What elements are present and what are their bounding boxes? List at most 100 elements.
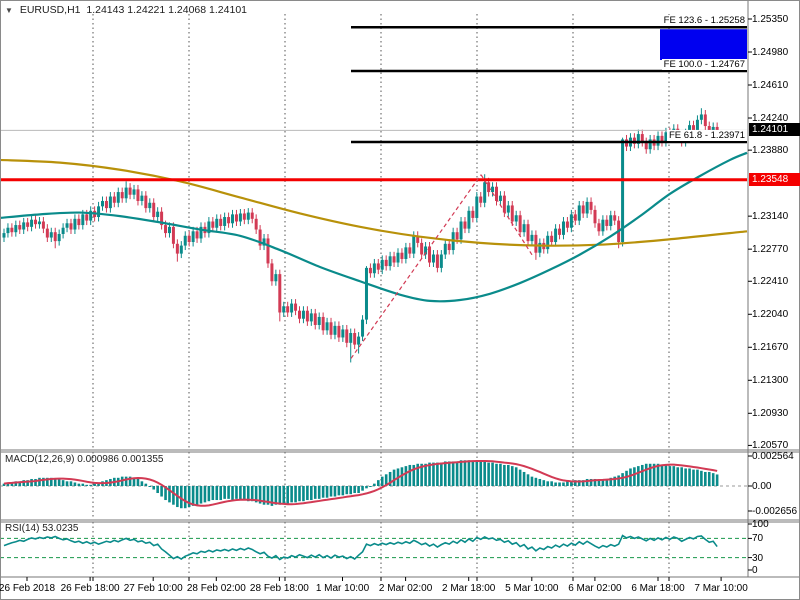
macd-histogram-bar bbox=[85, 484, 89, 486]
candle-body bbox=[238, 213, 242, 222]
candle-body bbox=[207, 221, 211, 234]
date-axis-label: 6 Mar 02:00 bbox=[568, 583, 622, 594]
candle-body bbox=[313, 313, 317, 325]
rsi-line[interactable] bbox=[3, 534, 718, 561]
candle-body bbox=[581, 205, 585, 214]
macd-histogram-bar bbox=[195, 486, 199, 505]
macd-histogram-bar bbox=[676, 467, 680, 486]
macd-histogram-bar bbox=[617, 475, 620, 486]
macd-histogram-bar bbox=[341, 486, 345, 496]
macd-histogram-bar bbox=[625, 470, 628, 486]
macd-histogram-bar bbox=[22, 480, 25, 486]
macd-histogram-bar bbox=[593, 478, 597, 486]
macd-histogram-bar bbox=[495, 463, 498, 486]
candle-body bbox=[585, 201, 589, 214]
macd-histogram-bar bbox=[711, 473, 715, 486]
candle-body bbox=[514, 215, 518, 222]
candle-body bbox=[160, 211, 164, 226]
macd-histogram-bar bbox=[479, 461, 483, 486]
candle-body bbox=[554, 228, 558, 243]
ma-slow-line[interactable] bbox=[0, 158, 748, 247]
macd-histogram-bar bbox=[609, 477, 613, 486]
fibo-label-100-0[interactable]: FE 100.0 - 1.24767 bbox=[661, 59, 747, 70]
macd-title-text: MACD(12,26,9) bbox=[5, 454, 75, 465]
bid-price-badge: 1.24101 bbox=[749, 123, 800, 137]
macd-histogram-bar bbox=[499, 463, 502, 486]
date-axis-label: 6 Mar 18:00 bbox=[631, 583, 685, 594]
fibo-trend-dashed bbox=[480, 174, 533, 256]
candle-body bbox=[231, 214, 235, 224]
macd-histogram-bar bbox=[349, 486, 353, 495]
candle-body bbox=[85, 214, 89, 221]
hline-price-badge: 1.23548 bbox=[749, 172, 800, 186]
candle-body bbox=[337, 325, 341, 338]
candle-body bbox=[286, 306, 290, 313]
candle-body bbox=[605, 219, 609, 226]
candle-body bbox=[455, 232, 459, 240]
candle-body bbox=[345, 329, 349, 343]
macd-histogram-bar bbox=[392, 469, 396, 486]
macd-histogram-bar bbox=[522, 471, 526, 486]
candle-body bbox=[640, 134, 644, 143]
candle-body bbox=[349, 333, 353, 343]
candle-body bbox=[219, 218, 223, 226]
candle-body bbox=[459, 221, 463, 240]
candle-body bbox=[558, 228, 562, 235]
candle-body bbox=[447, 243, 451, 251]
macd-histogram-bar bbox=[140, 481, 144, 486]
macd-signal-line[interactable] bbox=[3, 460, 718, 507]
fibo-label-61-8[interactable]: FE 61.8 - 1.23971 bbox=[666, 130, 747, 141]
macd-histogram-bar bbox=[313, 486, 317, 499]
macd-histogram-bar bbox=[42, 477, 45, 486]
fibo-target-box[interactable] bbox=[660, 29, 747, 61]
candle-body bbox=[309, 313, 313, 322]
macd-histogram-bar bbox=[207, 486, 211, 502]
macd-histogram-bar bbox=[471, 461, 475, 486]
price-axis-label: 1.23880 bbox=[752, 145, 789, 157]
macd-histogram-bar bbox=[704, 471, 707, 486]
candle-body bbox=[573, 214, 577, 221]
macd-histogram-bar bbox=[629, 468, 632, 486]
candle-body bbox=[361, 319, 365, 337]
macd-histogram-bar bbox=[49, 477, 53, 486]
candle-body bbox=[211, 221, 215, 228]
fibo-label-123-6[interactable]: FE 123.6 - 1.25258 bbox=[661, 15, 747, 27]
macd-histogram-bar bbox=[353, 486, 356, 494]
macd-histogram-bar bbox=[680, 467, 683, 486]
candle-body bbox=[435, 254, 439, 268]
candle-body bbox=[14, 225, 18, 233]
macd-histogram-bar bbox=[668, 466, 672, 486]
macd-histogram-bar bbox=[672, 466, 676, 486]
candle-body bbox=[601, 219, 605, 232]
candle-body bbox=[305, 310, 309, 322]
macd-histogram-bar bbox=[53, 478, 57, 486]
macd-histogram-bar bbox=[475, 461, 479, 486]
macd-axis-label: 0.002564 bbox=[752, 451, 794, 462]
macd-histogram-bar bbox=[463, 460, 467, 486]
candle-body bbox=[10, 227, 14, 233]
macd-histogram-bar bbox=[89, 484, 92, 486]
candle-body bbox=[396, 252, 400, 263]
macd-histogram-bar bbox=[408, 464, 412, 486]
candle-body bbox=[380, 259, 384, 270]
macd-histogram-bar bbox=[246, 486, 250, 502]
candle-body bbox=[258, 229, 262, 246]
macd-histogram-bar bbox=[254, 486, 258, 503]
macd-histogram-bar bbox=[656, 463, 660, 486]
ma-fast-line[interactable] bbox=[0, 151, 748, 303]
macd-histogram-bar bbox=[507, 464, 510, 486]
rsi-axis-label: 100 bbox=[752, 519, 769, 530]
macd-histogram-bar bbox=[428, 462, 431, 486]
candle-body bbox=[613, 215, 617, 221]
macd-histogram-bar bbox=[684, 468, 687, 486]
macd-histogram-bar bbox=[172, 486, 175, 505]
macd-histogram-bar bbox=[412, 464, 416, 486]
macd-indicator-label: MACD(12,26,9) 0.000986 0.001355 bbox=[5, 454, 163, 465]
candle-body bbox=[368, 267, 372, 274]
price-axis-label: 1.22770 bbox=[752, 244, 789, 256]
macd-histogram-bar bbox=[211, 486, 215, 501]
macd-histogram-bar bbox=[325, 486, 329, 498]
candle-body bbox=[65, 223, 69, 228]
macd-histogram-bar bbox=[424, 463, 427, 486]
